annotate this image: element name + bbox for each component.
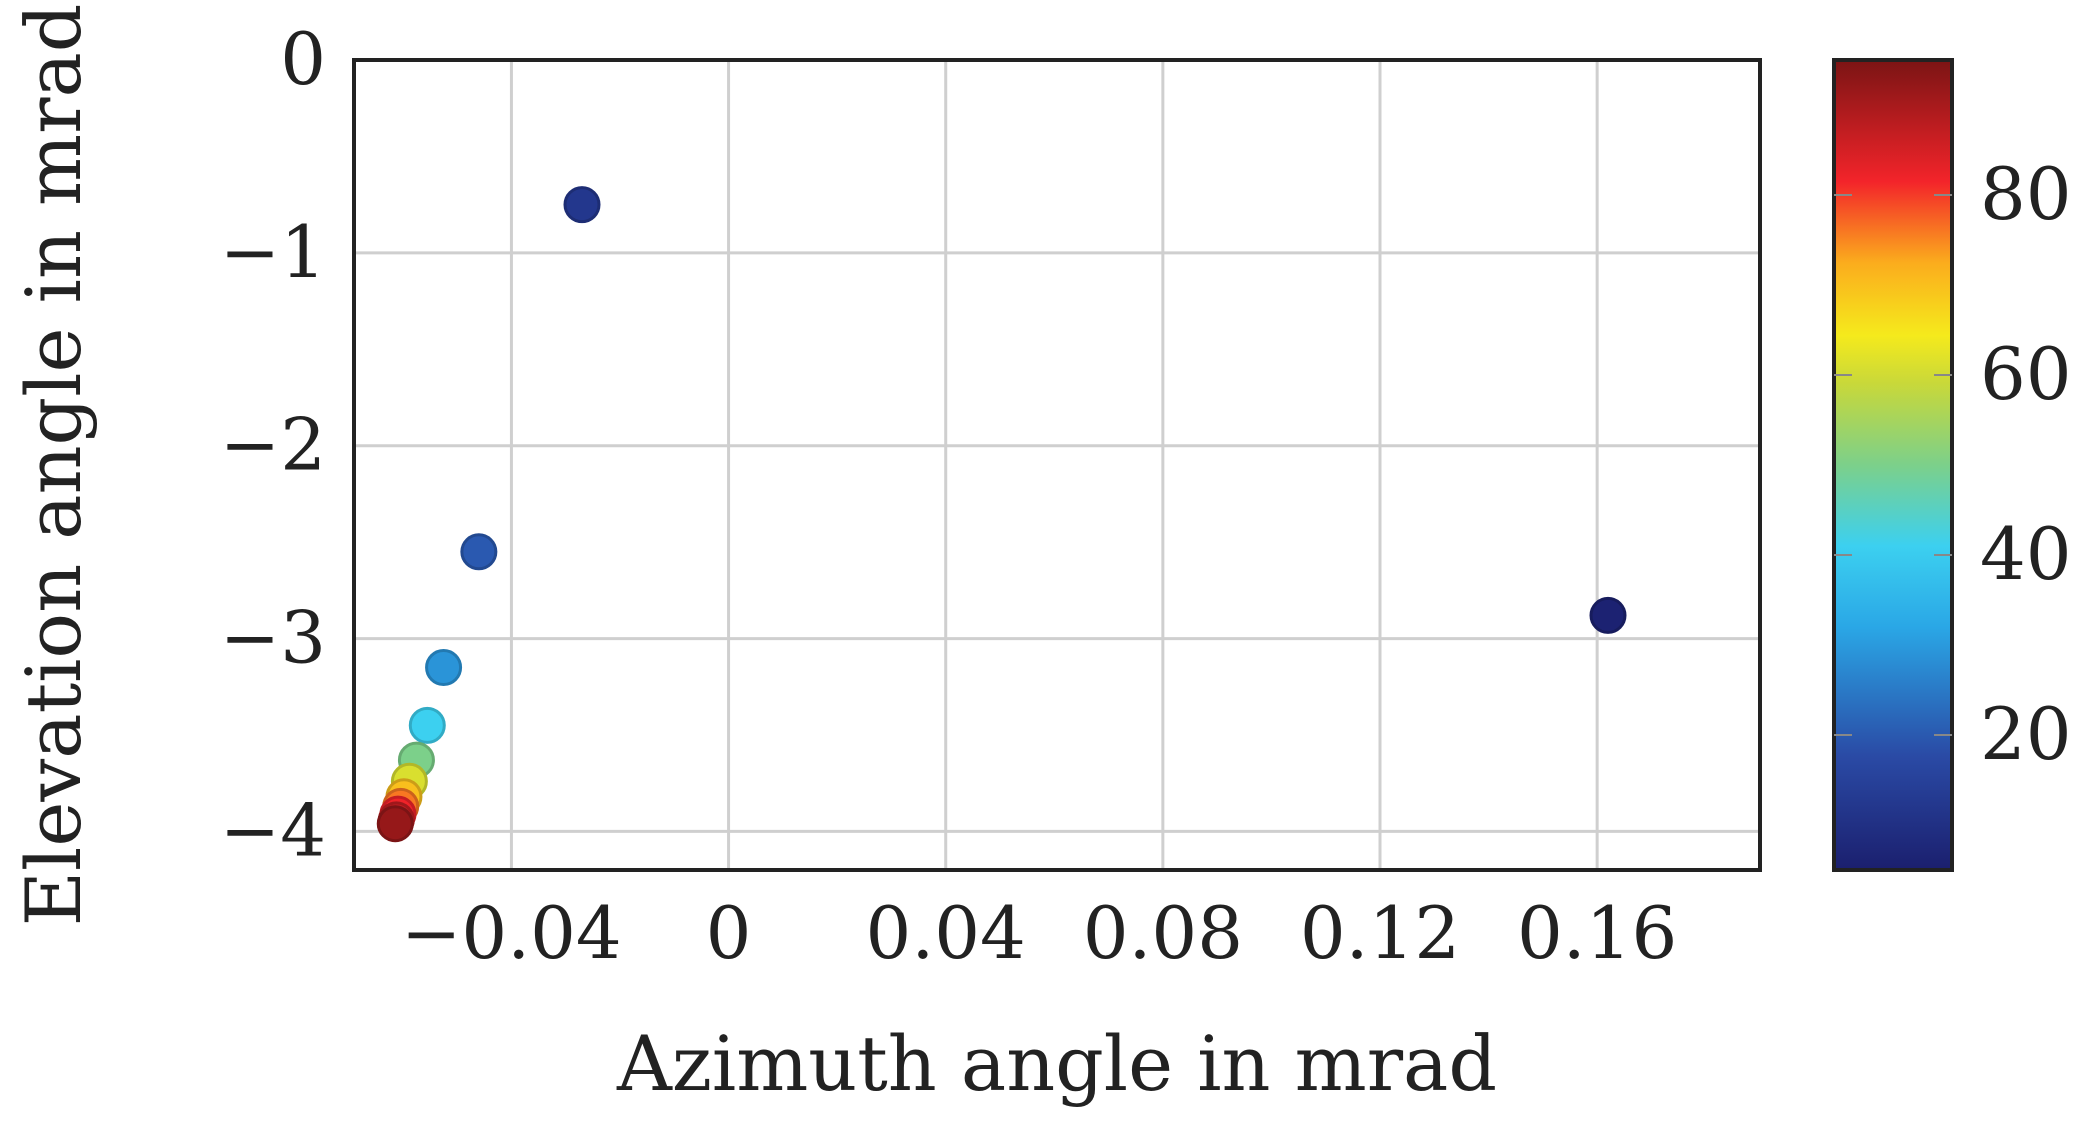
data-point xyxy=(376,805,414,843)
x-axis-title: Azimuth angle in mrad xyxy=(616,1019,1497,1108)
x-tick-label: −0.04 xyxy=(401,891,622,975)
x-tick-label: 0.04 xyxy=(866,891,1026,975)
plot-frame xyxy=(352,58,1762,872)
y-tick-label: 0 xyxy=(280,17,326,101)
colorbar: 20 40 60 80 xyxy=(1832,58,2072,872)
y-tick-label: −2 xyxy=(220,403,326,487)
y-axis-title: Elevation angle in mrad xyxy=(9,4,98,927)
y-tick-label: −1 xyxy=(220,210,326,294)
data-point xyxy=(460,533,498,571)
y-tick-labels: 0 −1 −2 −3 −4 xyxy=(220,17,326,872)
x-tick-labels: −0.04 0 0.04 0.08 0.12 0.16 xyxy=(401,891,1677,975)
y-tick-label: −4 xyxy=(220,788,326,872)
data-point xyxy=(408,706,446,744)
data-point xyxy=(563,186,601,224)
colorbar-gradient xyxy=(1832,58,1954,872)
grid-lines xyxy=(354,58,1760,870)
x-tick-label: 0.16 xyxy=(1517,891,1677,975)
x-tick-label: 0.12 xyxy=(1300,891,1460,975)
colorbar-tick-label: 80 xyxy=(1980,152,2072,236)
colorbar-tick-label: 40 xyxy=(1980,512,2072,596)
data-point xyxy=(1589,596,1627,634)
colorbar-tick-label: 60 xyxy=(1980,332,2072,416)
y-tick-label: −3 xyxy=(220,596,326,680)
data-points xyxy=(376,186,1627,843)
data-point xyxy=(425,649,463,686)
colorbar-tick-label: 20 xyxy=(1980,692,2072,776)
x-tick-label: 0.08 xyxy=(1083,891,1243,975)
x-tick-label: 0 xyxy=(706,891,752,975)
colorbar-ticks: 20 40 60 80 xyxy=(1834,152,2072,776)
